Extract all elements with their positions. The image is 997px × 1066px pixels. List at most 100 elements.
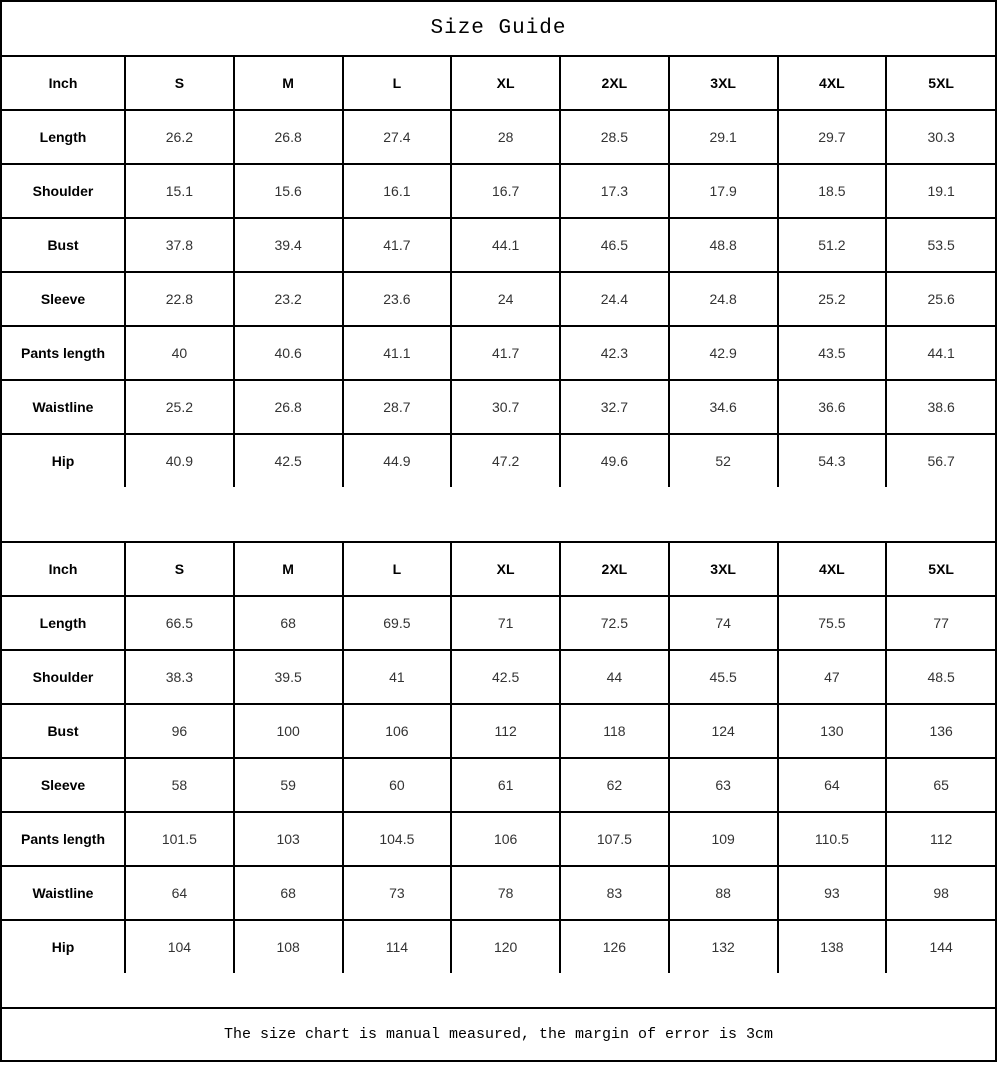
measurement-value: 106 bbox=[341, 703, 453, 759]
measurement-value: 53.5 bbox=[885, 217, 995, 273]
measurement-value: 93 bbox=[776, 865, 888, 921]
measurement-label: Hip bbox=[2, 433, 126, 488]
measurement-value: 62 bbox=[559, 757, 670, 813]
measurement-value: 28.5 bbox=[559, 109, 670, 165]
measurement-value: 40 bbox=[124, 325, 235, 381]
measurement-value: 39.5 bbox=[232, 649, 344, 705]
header-row: Inch S M L XL 2XL 3XL 4XL 5XL bbox=[2, 542, 995, 597]
measurement-value: 118 bbox=[559, 703, 670, 759]
size-header-cell: 4XL bbox=[776, 56, 888, 111]
measurement-label: Bust bbox=[2, 703, 126, 759]
measurement-value: 52 bbox=[667, 433, 779, 488]
measurement-value: 72.5 bbox=[559, 595, 670, 651]
measurement-value: 98 bbox=[885, 865, 995, 921]
measurement-value: 112 bbox=[885, 811, 995, 867]
measurement-value: 47 bbox=[776, 649, 888, 705]
measurement-value: 42.3 bbox=[559, 325, 670, 381]
measurement-value: 25.2 bbox=[124, 379, 235, 435]
measurement-label: Shoulder bbox=[2, 649, 126, 705]
measurement-value: 28 bbox=[450, 109, 561, 165]
measurement-value: 136 bbox=[885, 703, 995, 759]
measurement-label: Length bbox=[2, 109, 126, 165]
measurement-value: 48.8 bbox=[667, 217, 779, 273]
measurement-value: 74 bbox=[667, 595, 779, 651]
measurement-value: 63 bbox=[667, 757, 779, 813]
size-header-cell: M bbox=[232, 56, 344, 111]
measurement-value: 17.3 bbox=[559, 163, 670, 219]
unit-header-cell: Inch bbox=[2, 542, 126, 597]
measurement-value: 32.7 bbox=[559, 379, 670, 435]
measurement-value: 42.9 bbox=[667, 325, 779, 381]
measurement-value: 64 bbox=[776, 757, 888, 813]
size-header-cell: 5XL bbox=[885, 542, 995, 597]
size-header-cell: XL bbox=[450, 542, 561, 597]
unit-header-cell: Inch bbox=[2, 56, 126, 111]
measurement-value: 100 bbox=[232, 703, 344, 759]
measurement-value: 43.5 bbox=[776, 325, 888, 381]
measurement-value: 26.8 bbox=[232, 379, 344, 435]
measurement-value: 42.5 bbox=[232, 433, 344, 488]
measurement-value: 30.3 bbox=[885, 109, 995, 165]
measurement-value: 36.6 bbox=[776, 379, 888, 435]
size-table-top: Inch S M L XL 2XL 3XL 4XL 5XL Length 26.2 26.8 27.4 2… bbox=[2, 56, 995, 488]
measurement-value: 16.1 bbox=[341, 163, 453, 219]
measurement-value: 110.5 bbox=[776, 811, 888, 867]
table-row: Shoulder 15.1 15.6 16.1 16.7 17.3 17.9 18.5 19.1 bbox=[2, 163, 995, 219]
size-header-cell: S bbox=[124, 542, 235, 597]
measurement-value: 28.7 bbox=[341, 379, 453, 435]
measurement-value: 66.5 bbox=[124, 595, 235, 651]
measurement-value: 49.6 bbox=[559, 433, 670, 488]
measurement-value: 44.9 bbox=[341, 433, 453, 488]
table-separator bbox=[2, 487, 995, 543]
measurement-value: 41.7 bbox=[450, 325, 561, 381]
measurement-label: Hip bbox=[2, 919, 126, 974]
measurement-value: 39.4 bbox=[232, 217, 344, 273]
measurement-value: 38.6 bbox=[885, 379, 995, 435]
measurement-label: Length bbox=[2, 595, 126, 651]
measurement-value: 108 bbox=[232, 919, 344, 974]
measurement-label: Waistline bbox=[2, 865, 126, 921]
measurement-label: Shoulder bbox=[2, 163, 126, 219]
measurement-value: 16.7 bbox=[450, 163, 561, 219]
measurement-value: 88 bbox=[667, 865, 779, 921]
measurement-value: 144 bbox=[885, 919, 995, 974]
measurement-value: 29.7 bbox=[776, 109, 888, 165]
measurement-value: 77 bbox=[885, 595, 995, 651]
size-header-cell: 5XL bbox=[885, 56, 995, 111]
measurement-value: 45.5 bbox=[667, 649, 779, 705]
measurement-value: 30.7 bbox=[450, 379, 561, 435]
measurement-value: 56.7 bbox=[885, 433, 995, 488]
table-row: Waistline 25.2 26.8 28.7 30.7 32.7 34.6 36.6 38.… bbox=[2, 379, 995, 435]
measurement-value: 60 bbox=[341, 757, 453, 813]
table-row: Waistline 64 68 73 78 83 88 93 98 bbox=[2, 865, 995, 921]
measurement-value: 26.2 bbox=[124, 109, 235, 165]
measurement-value: 38.3 bbox=[124, 649, 235, 705]
measurement-value: 41.7 bbox=[341, 217, 453, 273]
measurement-value: 114 bbox=[341, 919, 453, 974]
measurement-value: 44.1 bbox=[885, 325, 995, 381]
measurement-label: Sleeve bbox=[2, 271, 126, 327]
measurement-value: 29.1 bbox=[667, 109, 779, 165]
size-header-cell: 2XL bbox=[559, 56, 670, 111]
measurement-value: 106 bbox=[450, 811, 561, 867]
measurement-label: Waistline bbox=[2, 379, 126, 435]
measurement-value: 41 bbox=[341, 649, 453, 705]
measurement-value: 24.8 bbox=[667, 271, 779, 327]
measurement-value: 42.5 bbox=[450, 649, 561, 705]
measurement-value: 47.2 bbox=[450, 433, 561, 488]
table-row: Sleeve 22.8 23.2 23.6 24 24.4 24.8 25.2 25.6 bbox=[2, 271, 995, 327]
measurement-value: 104 bbox=[124, 919, 235, 974]
size-header-cell: 3XL bbox=[667, 542, 779, 597]
size-header-cell: L bbox=[341, 56, 453, 111]
measurement-label: Bust bbox=[2, 217, 126, 273]
measurement-value: 22.8 bbox=[124, 271, 235, 327]
measurement-label: Sleeve bbox=[2, 757, 126, 813]
measurement-value: 25.6 bbox=[885, 271, 995, 327]
size-header-cell: L bbox=[341, 542, 453, 597]
measurement-value: 24.4 bbox=[559, 271, 670, 327]
measurement-value: 124 bbox=[667, 703, 779, 759]
measurement-value: 15.6 bbox=[232, 163, 344, 219]
measurement-value: 23.6 bbox=[341, 271, 453, 327]
measurement-value: 101.5 bbox=[124, 811, 235, 867]
